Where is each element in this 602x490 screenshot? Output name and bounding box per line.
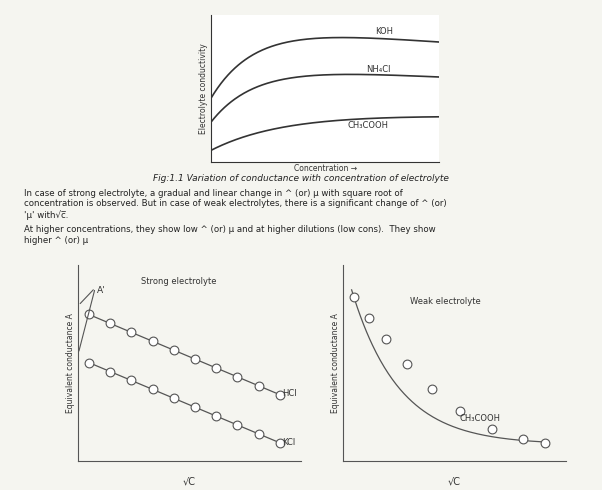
Point <box>147 337 157 345</box>
Text: Strong electrolyte: Strong electrolyte <box>141 277 216 286</box>
Text: CH₃COOH: CH₃COOH <box>460 415 501 423</box>
Text: 'μ' with√c̅.: 'μ' with√c̅. <box>24 210 69 220</box>
Point <box>254 430 264 438</box>
Point <box>105 368 115 375</box>
Point <box>169 346 179 354</box>
Text: √C: √C <box>448 476 461 486</box>
Text: At higher concentrations, they show low ^ (or) μ and at higher dilutions (low co: At higher concentrations, they show low … <box>24 225 436 234</box>
Point <box>211 412 221 420</box>
Y-axis label: Equivalent conductance A: Equivalent conductance A <box>331 313 340 413</box>
Point <box>232 421 242 429</box>
Text: KCl: KCl <box>282 438 295 446</box>
Y-axis label: Electrolyte conductivity: Electrolyte conductivity <box>199 43 208 134</box>
X-axis label: Concentration →: Concentration → <box>294 165 356 173</box>
Point <box>364 314 373 322</box>
Point <box>402 361 412 368</box>
Y-axis label: Equivalent conductance A: Equivalent conductance A <box>66 313 75 413</box>
Point <box>147 386 157 393</box>
Point <box>349 293 359 300</box>
Text: HCl: HCl <box>282 390 297 398</box>
Point <box>487 425 497 433</box>
Point <box>211 364 221 372</box>
Point <box>84 359 94 367</box>
Point <box>169 394 179 402</box>
Text: In case of strong electrolyte, a gradual and linear change in ^ (or) μ with squa: In case of strong electrolyte, a gradual… <box>24 189 403 197</box>
Point <box>427 386 437 393</box>
Point <box>190 355 200 363</box>
Point <box>105 319 115 327</box>
Point <box>126 376 136 384</box>
Point <box>275 391 285 398</box>
Point <box>275 439 285 447</box>
Point <box>84 311 94 319</box>
Text: √C: √C <box>183 476 196 486</box>
Point <box>455 407 465 415</box>
Text: A': A' <box>98 286 106 295</box>
Point <box>254 382 264 390</box>
Text: NH₄Cl: NH₄Cl <box>366 65 391 74</box>
Point <box>232 373 242 381</box>
Point <box>190 403 200 411</box>
Text: Weak electrolyte: Weak electrolyte <box>410 297 481 306</box>
Text: Fig:1.1 Variation of conductance with concentration of electrolyte: Fig:1.1 Variation of conductance with co… <box>153 174 449 183</box>
Text: concentration is observed. But in case of weak electrolytes, there is a signific: concentration is observed. But in case o… <box>24 199 447 208</box>
Point <box>519 435 529 443</box>
Point <box>540 439 550 447</box>
Text: CH₃COOH: CH₃COOH <box>348 121 389 130</box>
Point <box>380 336 390 343</box>
Text: KOH: KOH <box>376 27 394 36</box>
Text: higher ^ (or) μ: higher ^ (or) μ <box>24 236 88 245</box>
Point <box>126 328 136 336</box>
